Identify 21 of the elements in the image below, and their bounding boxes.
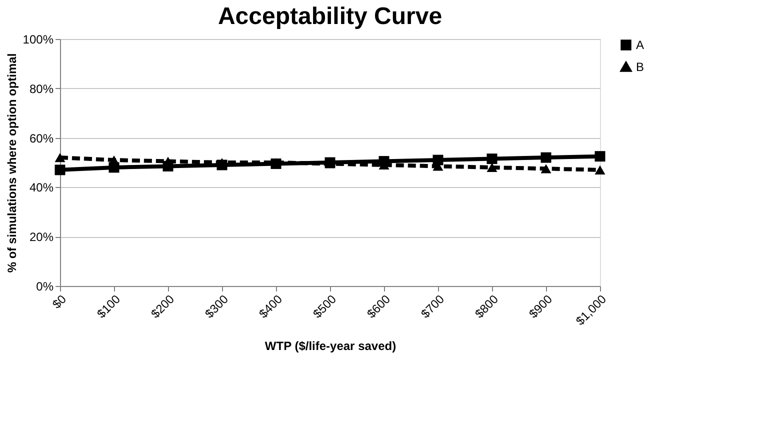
legend-label: A [636,38,644,52]
y-tick-label: 80% [29,82,54,96]
point [594,151,606,162]
chart-title: Acceptability Curve [218,3,442,30]
point [54,153,66,162]
y-tick-label: 60% [29,131,54,146]
x-tick-label: $0 [50,292,70,312]
x-axis-title: WTP ($/life-year saved) [264,339,396,354]
point [108,155,120,165]
point [54,164,66,176]
y-tick-label: 100% [22,32,54,46]
y-tick-label: 20% [29,230,54,244]
legend-label: B [636,60,644,74]
point [594,165,606,174]
point [486,162,498,172]
point [540,164,552,174]
y-tick-label: 40% [29,180,54,195]
point [486,154,498,164]
point [540,152,552,163]
y-axis-title: % of simulations where option optimal [4,53,19,273]
y-tick-label: 0% [36,280,54,294]
